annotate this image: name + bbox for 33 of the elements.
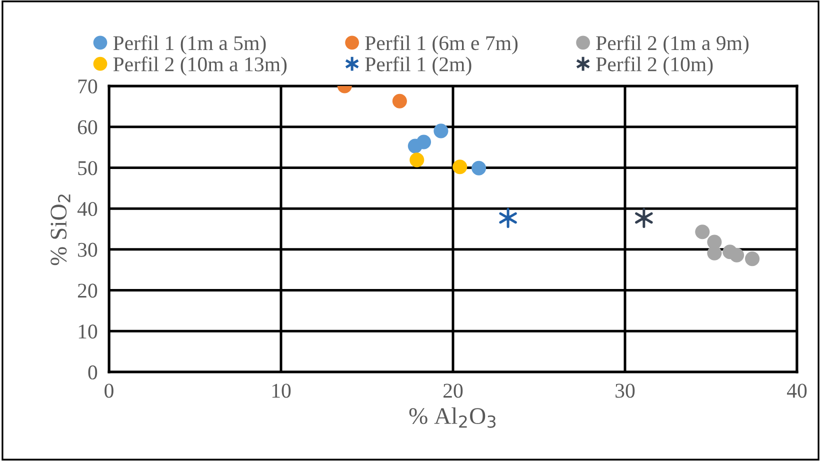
y-tick-label: 50 [78,161,98,176]
legend-label: Perfil 2 (1m a 9m) [596,35,749,54]
point [452,160,468,174]
x-tick-label: 10 [272,384,291,398]
x-tick-label: 40 [786,384,807,398]
point [635,208,653,228]
legend-label: Perfil 2 (10m a 13m) [113,56,287,76]
y-tick-label: 70 [78,79,98,94]
y-tick-label: 10 [78,324,98,339]
point [707,246,722,260]
x-axis-title: % Al$_{2}$O$_{3}$ [409,407,496,428]
legend-label: Perfil 1 (6m e 7m) [365,35,518,54]
y-axis-title: % SiO$_{2}$ [50,194,70,266]
legend-label: Perfil 2 (10m) [596,56,713,76]
y-tick-label: 30 [78,242,98,257]
legend-label: Perfil 1 (1m a 5m) [113,35,266,54]
point [744,252,760,266]
x-tick-label: 30 [616,384,635,398]
y-tick-label: 60 [78,120,98,134]
point [730,248,744,262]
y-tick-label: 20 [78,284,98,298]
point [434,124,448,138]
x-tick-label: 20 [444,384,463,398]
point [472,160,486,176]
legend-label: Perfil 1 (2m) [365,56,472,76]
point [416,134,432,150]
point [499,208,517,228]
y-tick-label: 0 [88,365,98,380]
point [695,224,710,240]
y-tick-label: 40 [77,202,98,216]
point [392,94,407,108]
point [410,152,424,168]
x-tick-label: 0 [104,384,114,398]
